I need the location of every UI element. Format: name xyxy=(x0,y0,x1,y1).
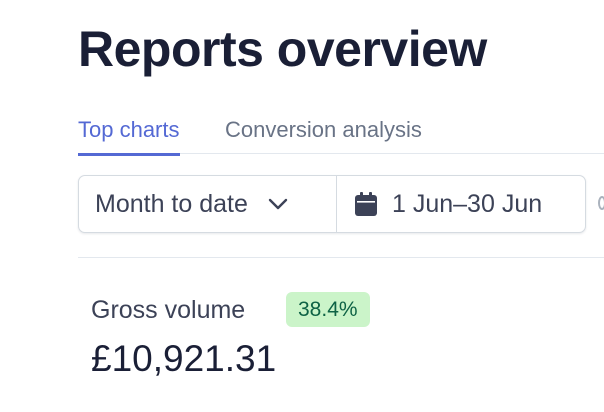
tab-top-charts[interactable]: Top charts xyxy=(78,116,180,156)
date-picker-button[interactable]: 1 Jun–30 Jun xyxy=(337,176,585,232)
metric-value: £10,921.31 xyxy=(91,338,277,379)
page-title: Reports overview xyxy=(78,21,487,77)
chevron-down-icon xyxy=(268,197,288,211)
tab-conversion-analysis[interactable]: Conversion analysis xyxy=(225,117,422,142)
metric-label: Gross volume xyxy=(91,296,246,324)
date-range-select[interactable]: Month to date xyxy=(79,176,337,232)
date-range-label: Month to date xyxy=(95,189,248,218)
report-tabs: Top charts Conversion analysis xyxy=(78,108,604,156)
more-controls-icon[interactable] xyxy=(598,196,604,210)
section-divider xyxy=(78,257,604,258)
calendar-icon xyxy=(355,192,377,216)
date-controls: Month to date 1 Jun–30 Jun xyxy=(78,175,586,233)
change-badge: 38.4% xyxy=(286,292,370,327)
date-range-value: 1 Jun–30 Jun xyxy=(392,189,543,218)
